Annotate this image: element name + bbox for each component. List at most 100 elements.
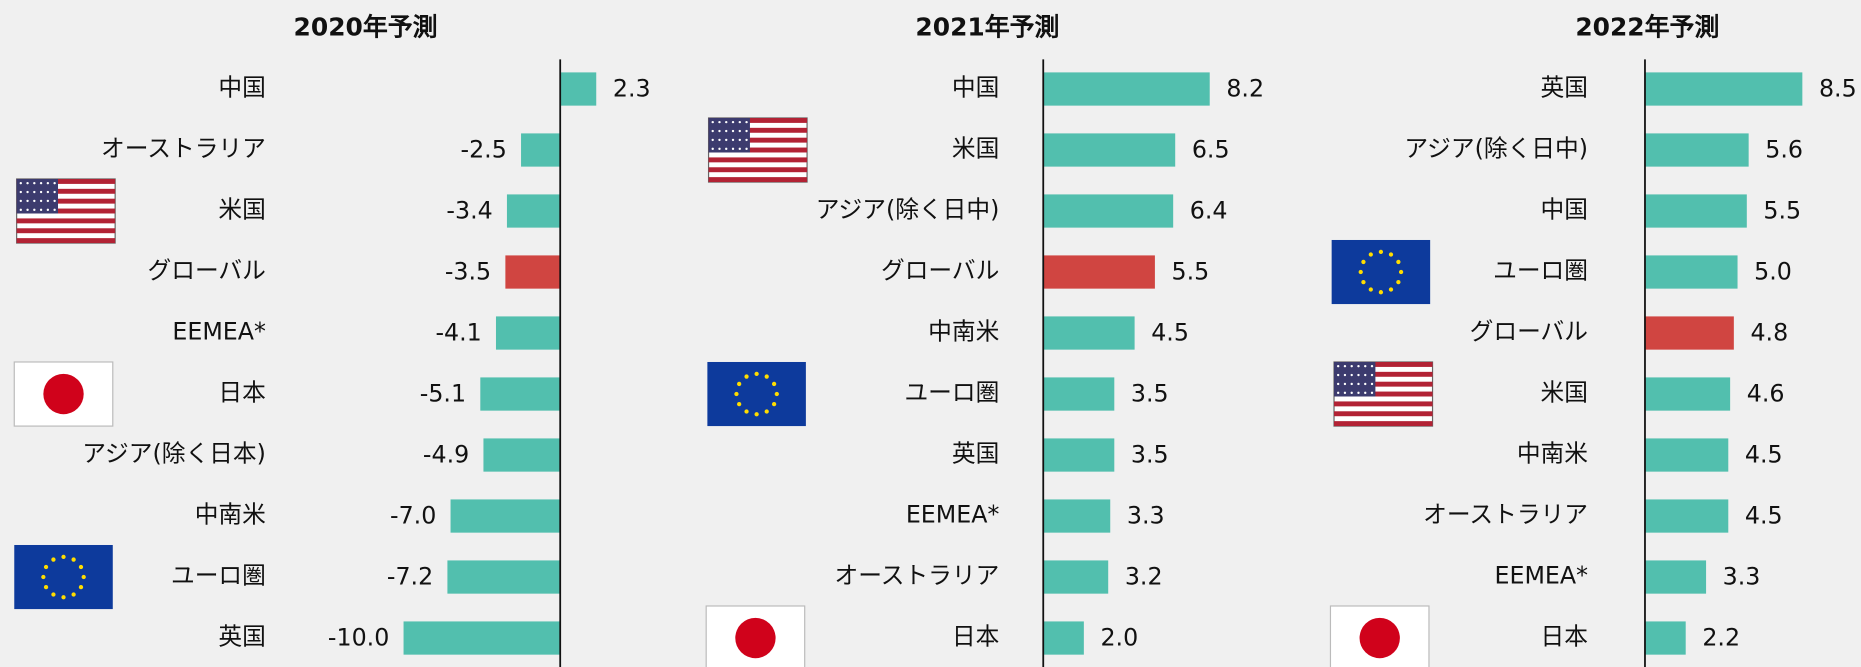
- category-label: EEMEA*: [1494, 562, 1588, 590]
- category-label: 日本: [218, 379, 265, 407]
- flag-stripe: [708, 137, 808, 143]
- category-label: 日本: [952, 623, 999, 651]
- flag-star: [737, 401, 742, 407]
- value-label: 2.2: [1702, 624, 1740, 652]
- flag-star: [1350, 391, 1353, 395]
- bar: [1043, 133, 1176, 167]
- category-label: グローバル: [148, 257, 266, 285]
- flag-star: [764, 374, 769, 379]
- flag-star: [1370, 391, 1374, 395]
- bar: [505, 255, 561, 289]
- bar: [1043, 499, 1111, 533]
- flag-us: [707, 117, 808, 183]
- value-label: 2.3: [613, 75, 651, 103]
- chart-title: 2020年予測: [294, 12, 438, 41]
- flag-stripe: [16, 218, 116, 224]
- flag-star: [1357, 382, 1360, 386]
- value-label: 6.5: [1192, 136, 1230, 164]
- flag-stripe: [16, 208, 116, 214]
- flag-star: [1364, 391, 1367, 395]
- flag-star: [1343, 391, 1347, 395]
- flag-star: [738, 138, 741, 142]
- flag-star: [1378, 249, 1384, 254]
- value-label: -7.2: [387, 563, 433, 591]
- value-label: 3.5: [1131, 441, 1169, 469]
- flag-star: [81, 574, 86, 580]
- flag-star: [738, 120, 741, 124]
- category-label: アジア(除く日中): [1404, 135, 1588, 163]
- category-label: グローバル: [1470, 318, 1588, 346]
- flag-star: [26, 181, 29, 185]
- flag-star: [1336, 373, 1340, 377]
- bar: [1644, 560, 1707, 594]
- flag-star: [53, 199, 56, 203]
- flag-star: [1398, 269, 1404, 275]
- flag-star: [1336, 364, 1340, 368]
- flag-stripe: [1334, 421, 1433, 427]
- flag-stripe: [708, 147, 808, 153]
- bar: [1644, 499, 1729, 533]
- value-label: 3.3: [1127, 502, 1165, 530]
- flag-star: [745, 129, 748, 133]
- flag-sun: [735, 617, 776, 659]
- bar: [1043, 72, 1210, 106]
- flag-us: [1333, 361, 1434, 427]
- category-label: EEMEA*: [906, 501, 1000, 529]
- flag-star: [26, 199, 29, 203]
- flag-star: [61, 554, 66, 559]
- bar: [1043, 316, 1135, 350]
- flag-star: [744, 409, 749, 414]
- flag-jp: [13, 361, 114, 427]
- flag-star: [1357, 373, 1360, 377]
- flag-star: [1370, 382, 1374, 386]
- flag-star: [725, 120, 728, 124]
- flag-star: [1343, 382, 1347, 386]
- flag-star: [1388, 252, 1394, 257]
- value-label: 5.0: [1754, 258, 1792, 286]
- flag-star: [19, 199, 22, 203]
- flag-star: [1357, 364, 1360, 368]
- flag-star: [1336, 382, 1340, 386]
- flag-star: [711, 147, 714, 151]
- bar: [1043, 560, 1109, 594]
- flag-star: [745, 120, 748, 124]
- flag-sun: [43, 373, 84, 415]
- flag-star: [53, 208, 56, 212]
- bar: [1644, 133, 1749, 167]
- category-label: ユーロ圏: [171, 562, 266, 590]
- flag-star: [711, 129, 714, 133]
- flag-canton: [708, 117, 750, 153]
- flag-stripe: [1334, 361, 1433, 367]
- flag-star: [46, 208, 50, 212]
- flag-sun: [1359, 617, 1400, 659]
- flag-stripe: [708, 127, 808, 133]
- category-label: 米国: [218, 196, 265, 224]
- flag-star: [718, 138, 721, 142]
- value-label: -7.0: [390, 502, 436, 530]
- flag-star: [71, 592, 76, 597]
- flag-stripe: [1334, 401, 1433, 407]
- flag-star: [731, 138, 735, 142]
- category-label: アジア(除く日本): [82, 440, 266, 468]
- flag-star: [745, 138, 748, 142]
- flag-star: [771, 401, 777, 407]
- category-label: 中南米: [928, 318, 999, 346]
- bar: [560, 72, 597, 106]
- flag-star: [46, 181, 50, 185]
- bar: [521, 133, 561, 167]
- value-label: 5.5: [1763, 197, 1801, 225]
- flag-star: [1350, 373, 1353, 377]
- flag-star: [1361, 279, 1366, 285]
- flag-star: [731, 129, 735, 133]
- bar: [1043, 621, 1084, 655]
- category-label: 英国: [1541, 74, 1588, 102]
- value-label: 8.5: [1819, 75, 1857, 103]
- flag-stripe: [1334, 411, 1433, 417]
- flag-star: [46, 190, 50, 194]
- flag-us: [16, 178, 116, 244]
- flag-star: [1368, 252, 1373, 257]
- value-label: 4.5: [1151, 319, 1189, 347]
- flag-star: [764, 409, 769, 414]
- flag-star: [61, 595, 66, 600]
- flag-star: [51, 557, 56, 562]
